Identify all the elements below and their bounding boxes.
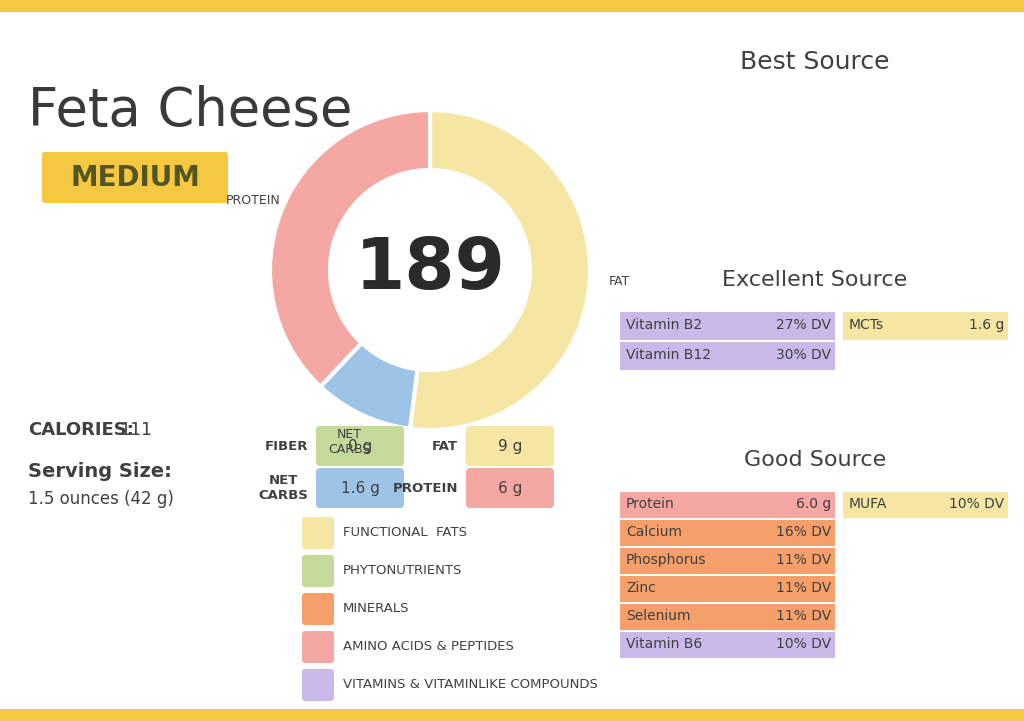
Text: 10% DV: 10% DV [949, 497, 1004, 511]
Text: Protein: Protein [626, 497, 675, 511]
Text: 6.0 g: 6.0 g [796, 497, 831, 511]
Text: Excellent Source: Excellent Source [722, 270, 907, 290]
Text: 111: 111 [120, 421, 153, 439]
FancyBboxPatch shape [843, 492, 1008, 518]
Text: FUNCTIONAL  FATS: FUNCTIONAL FATS [343, 526, 467, 539]
FancyBboxPatch shape [843, 312, 1008, 340]
Text: FAT: FAT [609, 275, 630, 288]
Wedge shape [321, 343, 418, 429]
FancyBboxPatch shape [620, 342, 835, 370]
Text: Best Source: Best Source [740, 50, 890, 74]
Text: MINERALS: MINERALS [343, 603, 410, 616]
Text: 11% DV: 11% DV [776, 581, 831, 595]
FancyBboxPatch shape [302, 517, 334, 549]
Text: NET
CARBS: NET CARBS [258, 474, 308, 502]
FancyBboxPatch shape [316, 426, 404, 466]
Text: Vitamin B6: Vitamin B6 [626, 637, 702, 651]
FancyBboxPatch shape [466, 468, 554, 508]
FancyBboxPatch shape [620, 576, 835, 602]
Wedge shape [270, 110, 430, 386]
Text: 16% DV: 16% DV [776, 525, 831, 539]
Text: MCTs: MCTs [849, 318, 884, 332]
Text: Calcium: Calcium [626, 525, 682, 539]
FancyBboxPatch shape [42, 152, 228, 203]
Text: 11% DV: 11% DV [776, 609, 831, 623]
Text: VITAMINS & VITAMINLIKE COMPOUNDS: VITAMINS & VITAMINLIKE COMPOUNDS [343, 678, 598, 691]
Text: 27% DV: 27% DV [776, 318, 831, 332]
Text: 11% DV: 11% DV [776, 553, 831, 567]
Text: CALORIES:: CALORIES: [28, 421, 134, 439]
Text: 0 g: 0 g [348, 438, 372, 454]
Text: AMINO ACIDS & PEPTIDES: AMINO ACIDS & PEPTIDES [343, 640, 514, 653]
Text: 189: 189 [354, 236, 506, 304]
FancyBboxPatch shape [620, 604, 835, 630]
Text: PROTEIN: PROTEIN [226, 193, 281, 206]
Text: Vitamin B12: Vitamin B12 [626, 348, 711, 362]
Text: NET
CARBS: NET CARBS [328, 428, 371, 456]
Text: 30% DV: 30% DV [776, 348, 831, 362]
Text: MEDIUM: MEDIUM [70, 164, 200, 192]
Text: 6 g: 6 g [498, 480, 522, 495]
FancyBboxPatch shape [0, 709, 1024, 721]
FancyBboxPatch shape [620, 632, 835, 658]
Text: Vitamin B2: Vitamin B2 [626, 318, 702, 332]
FancyBboxPatch shape [302, 593, 334, 625]
FancyBboxPatch shape [620, 492, 835, 518]
FancyBboxPatch shape [620, 548, 835, 574]
Text: Phosphorus: Phosphorus [626, 553, 707, 567]
Text: FAT: FAT [432, 440, 458, 453]
FancyBboxPatch shape [466, 426, 554, 466]
Wedge shape [410, 110, 590, 430]
Text: 9 g: 9 g [498, 438, 522, 454]
FancyBboxPatch shape [316, 468, 404, 508]
Text: PROTEIN: PROTEIN [392, 482, 458, 495]
FancyBboxPatch shape [302, 555, 334, 587]
Text: Feta Cheese: Feta Cheese [28, 85, 352, 137]
FancyBboxPatch shape [620, 520, 835, 546]
Text: PHYTONUTRIENTS: PHYTONUTRIENTS [343, 565, 463, 578]
Text: Zinc: Zinc [626, 581, 655, 595]
FancyBboxPatch shape [302, 669, 334, 701]
Text: 10% DV: 10% DV [776, 637, 831, 651]
Text: Good Source: Good Source [743, 450, 886, 470]
FancyBboxPatch shape [302, 631, 334, 663]
Text: 1.6 g: 1.6 g [969, 318, 1004, 332]
Text: FIBER: FIBER [264, 440, 308, 453]
Text: 1.6 g: 1.6 g [341, 480, 380, 495]
Text: Selenium: Selenium [626, 609, 690, 623]
FancyBboxPatch shape [620, 312, 835, 340]
Text: 1.5 ounces (42 g): 1.5 ounces (42 g) [28, 490, 174, 508]
FancyBboxPatch shape [0, 0, 1024, 12]
Text: MUFA: MUFA [849, 497, 888, 511]
Text: Serving Size:: Serving Size: [28, 462, 172, 481]
